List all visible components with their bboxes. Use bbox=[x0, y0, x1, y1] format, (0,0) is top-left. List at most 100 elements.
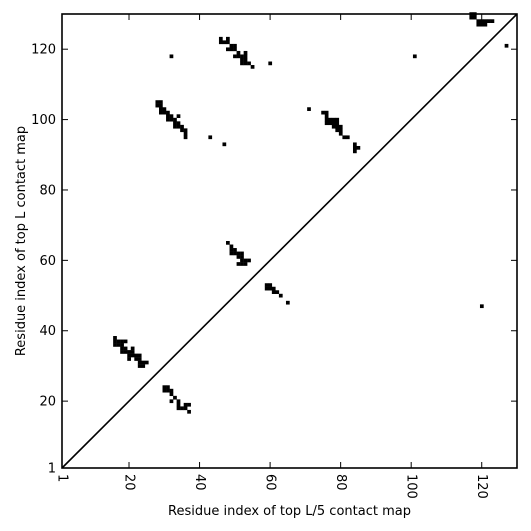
x-tick-label: 40 bbox=[192, 474, 207, 491]
contact-cell bbox=[476, 22, 481, 27]
contact-cell bbox=[469, 15, 474, 20]
contact-cells bbox=[113, 12, 509, 414]
contact-cell bbox=[479, 22, 484, 27]
contact-cell bbox=[130, 353, 135, 358]
contact-cell bbox=[233, 54, 237, 59]
contact-cell bbox=[243, 262, 248, 266]
contact-cell bbox=[169, 114, 174, 119]
contact-cell bbox=[240, 255, 244, 259]
contact-cell bbox=[120, 346, 124, 351]
contact-cell bbox=[226, 40, 230, 45]
contact-cell bbox=[137, 357, 142, 361]
contact-cell bbox=[127, 353, 131, 358]
contact-cell bbox=[233, 47, 237, 52]
contact-cell bbox=[169, 392, 174, 397]
contact-cell bbox=[173, 117, 177, 122]
contact-cell bbox=[120, 339, 124, 344]
contact-cell bbox=[141, 360, 146, 365]
contact-cell bbox=[183, 128, 188, 133]
contact-cell bbox=[173, 124, 177, 129]
contact-cell bbox=[268, 283, 273, 287]
contact-cell bbox=[328, 117, 333, 122]
contact-cell bbox=[159, 100, 163, 104]
contact-cell bbox=[342, 135, 347, 140]
contact-cell bbox=[166, 114, 170, 119]
contact-cell bbox=[352, 142, 357, 147]
contact-cell bbox=[331, 121, 336, 126]
contact-cell bbox=[271, 290, 276, 294]
contact-cell bbox=[240, 251, 244, 256]
contact-cell bbox=[144, 360, 149, 365]
contact-cell bbox=[285, 300, 290, 305]
contact-cell bbox=[183, 135, 188, 140]
contact-cell bbox=[328, 121, 333, 126]
contact-cell bbox=[166, 388, 170, 393]
contact-cell bbox=[268, 286, 273, 291]
contact-cell bbox=[127, 350, 131, 354]
contact-cell bbox=[307, 107, 311, 111]
contact-cell bbox=[159, 103, 163, 108]
contact-cell bbox=[487, 19, 491, 23]
contact-cell bbox=[226, 36, 230, 41]
contact-cell bbox=[243, 61, 248, 66]
contact-cell bbox=[324, 117, 329, 122]
contact-cell bbox=[229, 248, 234, 252]
contact-cell bbox=[250, 65, 255, 69]
y-tick-label: 60 bbox=[39, 254, 56, 269]
x-axis-label: Residue index of top L/5 contact map bbox=[168, 504, 411, 519]
contact-cell bbox=[236, 255, 241, 259]
contact-cell bbox=[240, 262, 244, 266]
contact-cell bbox=[123, 350, 128, 354]
contact-cell bbox=[243, 57, 248, 62]
contact-cell bbox=[183, 406, 188, 411]
contact-cell bbox=[321, 110, 325, 115]
contact-cell bbox=[264, 286, 269, 291]
contact-cell bbox=[247, 61, 251, 66]
contact-cell bbox=[271, 286, 276, 291]
y-tick-label: 1 bbox=[48, 462, 56, 477]
contact-cell bbox=[335, 121, 340, 126]
contact-cell bbox=[169, 388, 174, 393]
contact-cell bbox=[479, 304, 484, 309]
contact-cell bbox=[180, 124, 184, 129]
contact-cell bbox=[162, 388, 167, 393]
diagonal-line bbox=[61, 13, 518, 469]
contact-cell bbox=[173, 121, 177, 126]
contact-cell bbox=[123, 346, 128, 351]
contact-cell bbox=[180, 406, 184, 411]
contact-cell bbox=[338, 131, 343, 136]
contact-cell bbox=[130, 350, 135, 354]
contact-cell bbox=[176, 402, 181, 407]
contact-cell bbox=[226, 47, 230, 52]
contact-cell bbox=[218, 40, 223, 45]
contact-cell bbox=[116, 343, 121, 347]
contact-cell bbox=[483, 22, 488, 27]
axis-ticks bbox=[61, 14, 517, 469]
contact-cell bbox=[183, 402, 188, 407]
contact-cell bbox=[331, 117, 336, 122]
contact-cell bbox=[130, 346, 135, 351]
contact-cell bbox=[247, 258, 251, 263]
contact-cell bbox=[331, 124, 336, 129]
contact-cell bbox=[338, 128, 343, 133]
contact-cell bbox=[120, 350, 124, 354]
contact-cell bbox=[169, 399, 174, 404]
contact-cell bbox=[176, 114, 181, 119]
contact-cell bbox=[240, 57, 244, 62]
contact-cell bbox=[226, 241, 230, 245]
contact-cell bbox=[229, 47, 234, 52]
contact-cell bbox=[472, 15, 477, 20]
contact-cell bbox=[229, 251, 234, 256]
contact-cell bbox=[187, 409, 191, 414]
contact-cell bbox=[120, 343, 124, 347]
contact-cell bbox=[243, 258, 248, 263]
contact-cell bbox=[127, 357, 131, 361]
contact-cell bbox=[176, 399, 181, 404]
y-tick-label: 80 bbox=[39, 183, 56, 198]
contact-cell bbox=[324, 110, 329, 115]
y-tick-label: 20 bbox=[39, 395, 56, 410]
contact-cell bbox=[229, 244, 234, 249]
contact-cell bbox=[180, 128, 184, 133]
